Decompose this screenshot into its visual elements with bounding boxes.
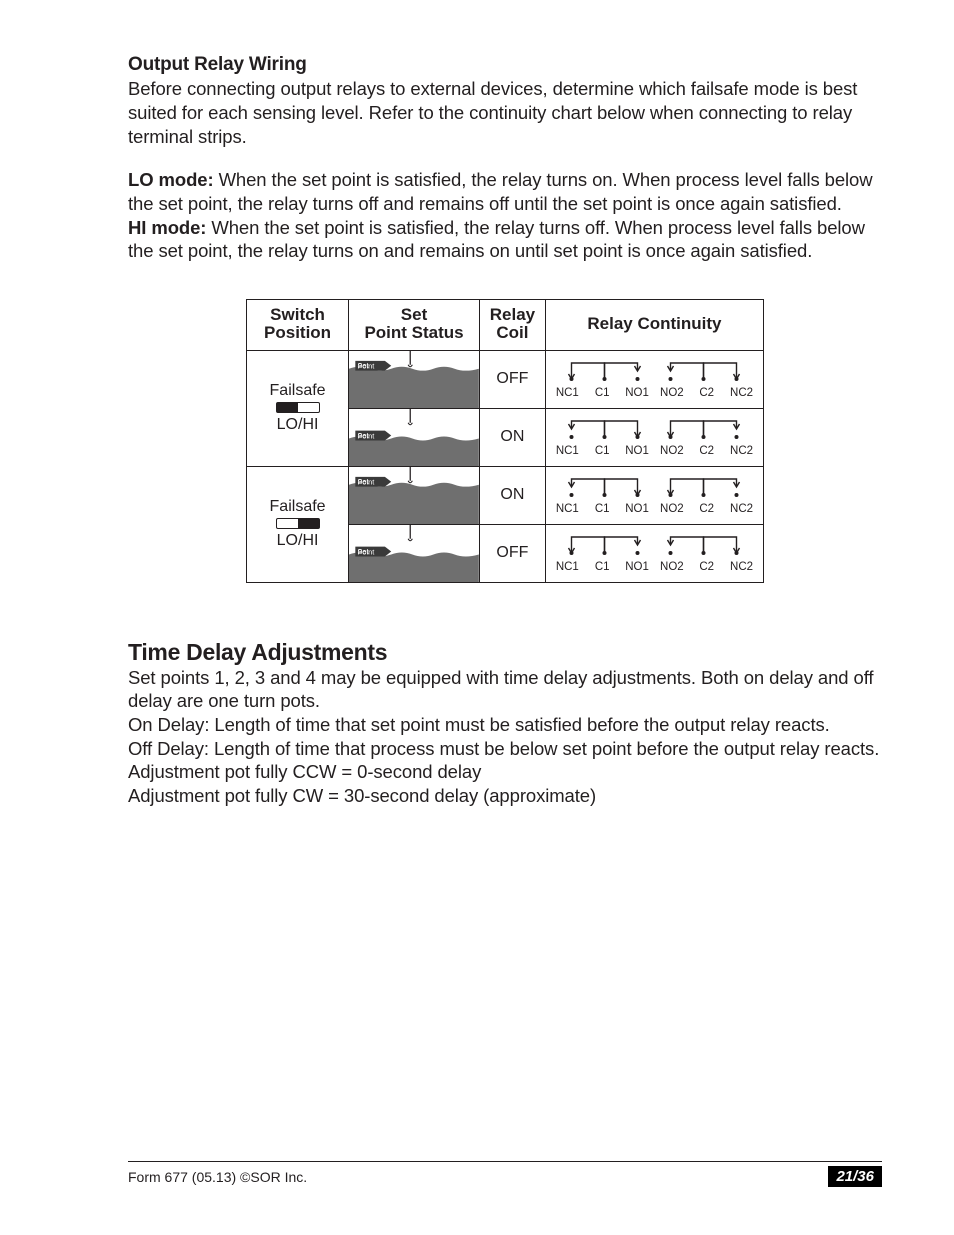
setpoint-status-cell: Set Point — [349, 408, 480, 466]
th-coil: RelayCoil — [479, 300, 545, 351]
th-continuity: Relay Continuity — [545, 300, 763, 351]
relay-coil-cell: OFF — [479, 350, 545, 408]
terminal-label: C1 — [585, 445, 620, 457]
terminal-label: C1 — [585, 387, 620, 399]
svg-text:Point: Point — [358, 432, 375, 440]
relay-continuity-cell: NC1C1NO1NO2C2NC2 — [545, 408, 763, 466]
terminal-label: NO1 — [620, 561, 655, 573]
terminal-label: NO2 — [654, 445, 689, 457]
lohi-label: LO/HI — [251, 416, 344, 434]
th-switch: SwitchPosition — [247, 300, 349, 351]
setpoint-status-cell: Set Point — [349, 466, 480, 524]
setpoint-status-cell: Set Point — [349, 524, 480, 582]
terminal-label: NO2 — [654, 387, 689, 399]
time-delay-p1: Set points 1, 2, 3 and 4 may be equipped… — [128, 666, 882, 713]
relay-coil-cell: ON — [479, 408, 545, 466]
intro-text: Before connecting output relays to exter… — [128, 78, 857, 146]
terminal-label: C2 — [689, 503, 724, 515]
relay-coil-cell: ON — [479, 466, 545, 524]
th-setpoint: SetPoint Status — [349, 300, 480, 351]
terminal-label: C1 — [585, 503, 620, 515]
svg-text:Point: Point — [358, 363, 375, 371]
switch-graphic — [276, 518, 320, 529]
relay-coil-cell: OFF — [479, 524, 545, 582]
terminal-label: C2 — [689, 561, 724, 573]
failsafe-label: Failsafe — [251, 382, 344, 400]
switch-graphic — [276, 402, 320, 413]
terminal-label: C1 — [585, 561, 620, 573]
hi-mode-label: HI mode: — [128, 217, 206, 238]
lo-mode-text: When the set point is satisfied, the rel… — [128, 169, 873, 214]
terminal-label: NC1 — [550, 387, 585, 399]
time-delay-p2: On Delay: Length of time that set point … — [128, 713, 882, 737]
terminal-label: NC1 — [550, 445, 585, 457]
hi-mode-text: When the set point is satisfied, the rel… — [128, 217, 865, 262]
relay-continuity-table: SwitchPosition SetPoint Status RelayCoil… — [246, 299, 764, 583]
lohi-label: LO/HI — [251, 532, 344, 550]
terminal-label: NC1 — [550, 503, 585, 515]
svg-text:Point: Point — [358, 479, 375, 487]
terminal-label: C2 — [689, 387, 724, 399]
switch-position-cell: Failsafe LO/HI — [247, 466, 349, 582]
footer-form-id: Form 677 (05.13) ©SOR Inc. — [128, 1169, 307, 1185]
terminal-label: NC2 — [724, 561, 759, 573]
time-delay-p3: Off Delay: Length of time that process m… — [128, 737, 882, 761]
lo-mode-label: LO mode: — [128, 169, 214, 190]
terminal-label: NC2 — [724, 503, 759, 515]
terminal-label: C2 — [689, 445, 724, 457]
page-number: 21/36 — [828, 1166, 882, 1187]
terminal-label: NC2 — [724, 445, 759, 457]
terminal-label: NO2 — [654, 503, 689, 515]
terminal-label: NO1 — [620, 387, 655, 399]
setpoint-status-cell: Set Point — [349, 350, 480, 408]
failsafe-label: Failsafe — [251, 498, 344, 516]
relay-continuity-cell: NC1C1NO1NO2C2NC2 — [545, 524, 763, 582]
time-delay-heading: Time Delay Adjustments — [128, 639, 882, 666]
svg-text:Point: Point — [358, 548, 375, 556]
page-footer: Form 677 (05.13) ©SOR Inc. 21/36 — [128, 1161, 882, 1187]
time-delay-p4: Adjustment pot fully CCW = 0-second dela… — [128, 760, 882, 784]
terminal-label: NC1 — [550, 561, 585, 573]
relay-continuity-cell: NC1C1NO1NO2C2NC2 — [545, 466, 763, 524]
switch-position-cell: Failsafe LO/HI — [247, 350, 349, 466]
terminal-label: NO1 — [620, 445, 655, 457]
section-title: Output Relay Wiring — [128, 54, 307, 75]
terminal-label: NO2 — [654, 561, 689, 573]
relay-continuity-cell: NC1C1NO1NO2C2NC2 — [545, 350, 763, 408]
terminal-label: NO1 — [620, 503, 655, 515]
time-delay-p5: Adjustment pot fully CW = 30-second dela… — [128, 784, 882, 808]
terminal-label: NC2 — [724, 387, 759, 399]
